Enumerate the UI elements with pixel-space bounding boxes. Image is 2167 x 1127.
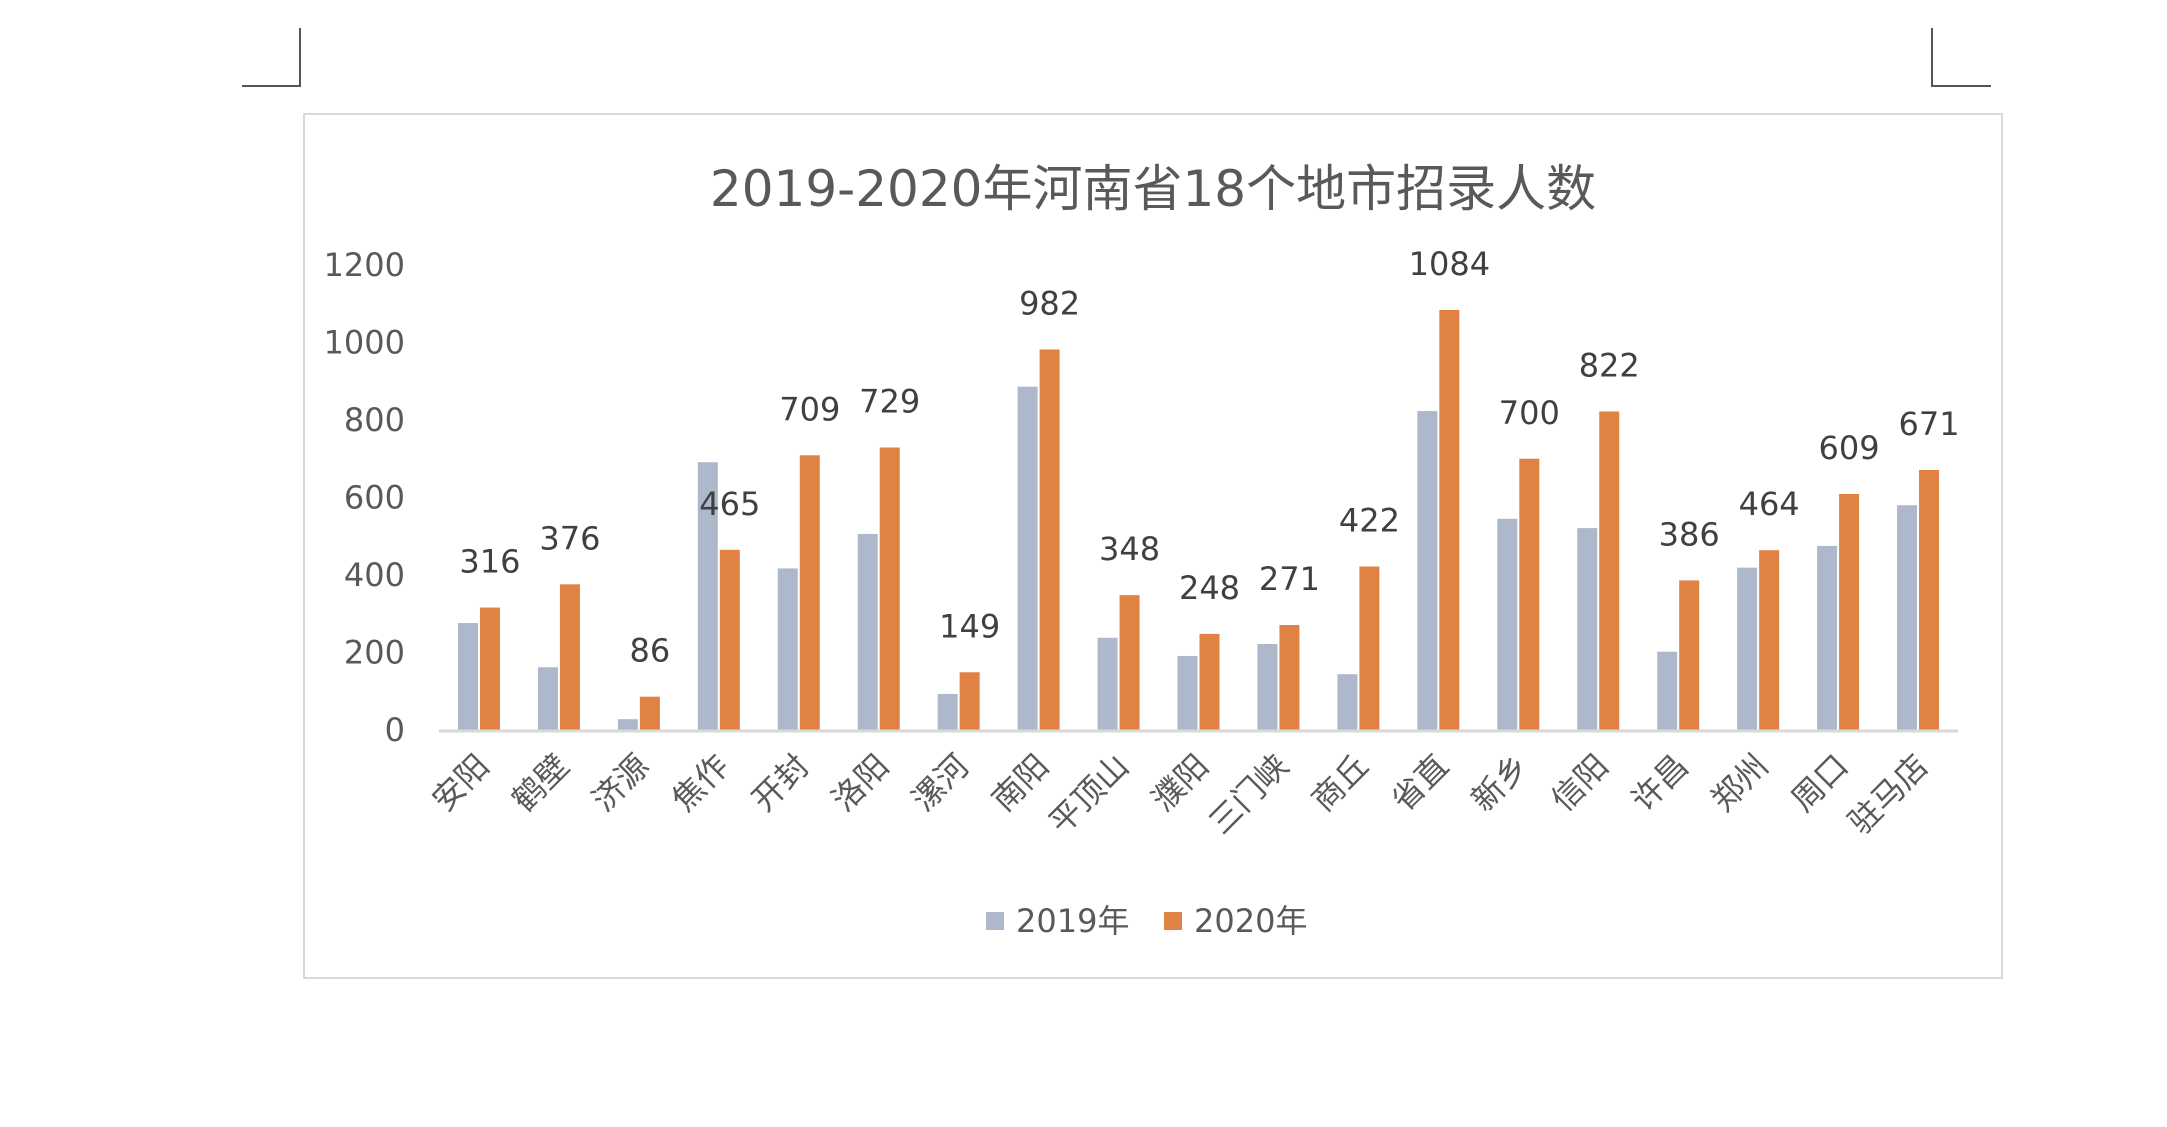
y-tick-label: 200 xyxy=(344,634,405,672)
legend-swatch xyxy=(1164,912,1182,930)
bar-2020年 xyxy=(1119,595,1140,730)
bar-2019年 xyxy=(1417,411,1438,730)
y-tick-label: 600 xyxy=(344,479,405,517)
data-label: 709 xyxy=(779,390,840,428)
bar-2019年 xyxy=(697,462,718,730)
y-tick-label: 1000 xyxy=(324,324,405,362)
chart-frame xyxy=(303,113,2003,979)
bar-2020年 xyxy=(1519,458,1540,730)
bar-2019年 xyxy=(937,693,958,730)
bar-2020年 xyxy=(479,607,500,730)
bar-2020年 xyxy=(1039,349,1060,730)
data-label: 376 xyxy=(539,519,600,557)
bar-2020年 xyxy=(799,455,820,730)
bar-2019年 xyxy=(1737,567,1758,730)
bar-2020年 xyxy=(1279,624,1300,730)
data-label: 386 xyxy=(1659,515,1720,553)
data-label: 671 xyxy=(1898,405,1959,443)
bar-2020年 xyxy=(879,447,900,730)
bar-2020年 xyxy=(1679,580,1700,730)
bar-2019年 xyxy=(1497,518,1518,730)
bar-2020年 xyxy=(959,672,980,730)
bar-2020年 xyxy=(719,549,740,730)
bar-2019年 xyxy=(1657,651,1678,730)
y-tick-label: 1200 xyxy=(324,246,405,284)
bar-2019年 xyxy=(1097,637,1118,730)
bar-2020年 xyxy=(1359,566,1380,730)
data-label: 248 xyxy=(1179,569,1240,607)
chart-title: 2019-2020年河南省18个地市招录人数 xyxy=(710,160,1596,218)
data-label: 464 xyxy=(1739,485,1800,523)
bar-2019年 xyxy=(1017,386,1038,730)
bar-2020年 xyxy=(1839,494,1860,730)
bar-2020年 xyxy=(1199,633,1220,730)
data-label: 465 xyxy=(699,485,760,523)
data-label: 609 xyxy=(1819,429,1880,467)
bar-2019年 xyxy=(537,667,558,730)
legend-label: 2019年 xyxy=(1016,902,1129,940)
bar-2019年 xyxy=(1257,643,1278,730)
bar-2020年 xyxy=(1599,411,1620,730)
crop-mark-top-left xyxy=(242,28,301,87)
data-label: 982 xyxy=(1019,284,1080,322)
bar-2019年 xyxy=(1817,545,1838,730)
legend-label: 2020年 xyxy=(1194,902,1307,940)
data-label: 348 xyxy=(1099,530,1160,568)
bar-2019年 xyxy=(1337,674,1358,730)
bar-2020年 xyxy=(639,696,660,730)
bar-2020年 xyxy=(559,584,580,730)
data-label: 1084 xyxy=(1409,245,1490,283)
data-label: 149 xyxy=(939,607,1000,645)
bar-2020年 xyxy=(1919,469,1940,730)
bar-2019年 xyxy=(857,533,878,730)
y-tick-label: 800 xyxy=(344,401,405,439)
bar-2019年 xyxy=(1577,528,1598,730)
bar-2019年 xyxy=(1177,655,1198,730)
data-label: 700 xyxy=(1499,394,1560,432)
data-label: 422 xyxy=(1339,501,1400,539)
bar-2019年 xyxy=(617,719,638,730)
data-label: 729 xyxy=(859,383,920,421)
y-tick-label: 400 xyxy=(344,556,405,594)
data-label: 271 xyxy=(1259,560,1320,598)
y-tick-label: 0 xyxy=(385,711,405,749)
crop-mark-top-right xyxy=(1931,28,1991,87)
bar-2019年 xyxy=(1897,505,1918,730)
legend-swatch xyxy=(986,912,1004,930)
bar-2019年 xyxy=(777,568,798,730)
bar-2020年 xyxy=(1439,309,1460,730)
data-label: 316 xyxy=(459,543,520,581)
data-label: 822 xyxy=(1579,346,1640,384)
bar-2020年 xyxy=(1759,550,1780,730)
bar-2019年 xyxy=(457,623,478,730)
data-label: 86 xyxy=(630,632,671,670)
